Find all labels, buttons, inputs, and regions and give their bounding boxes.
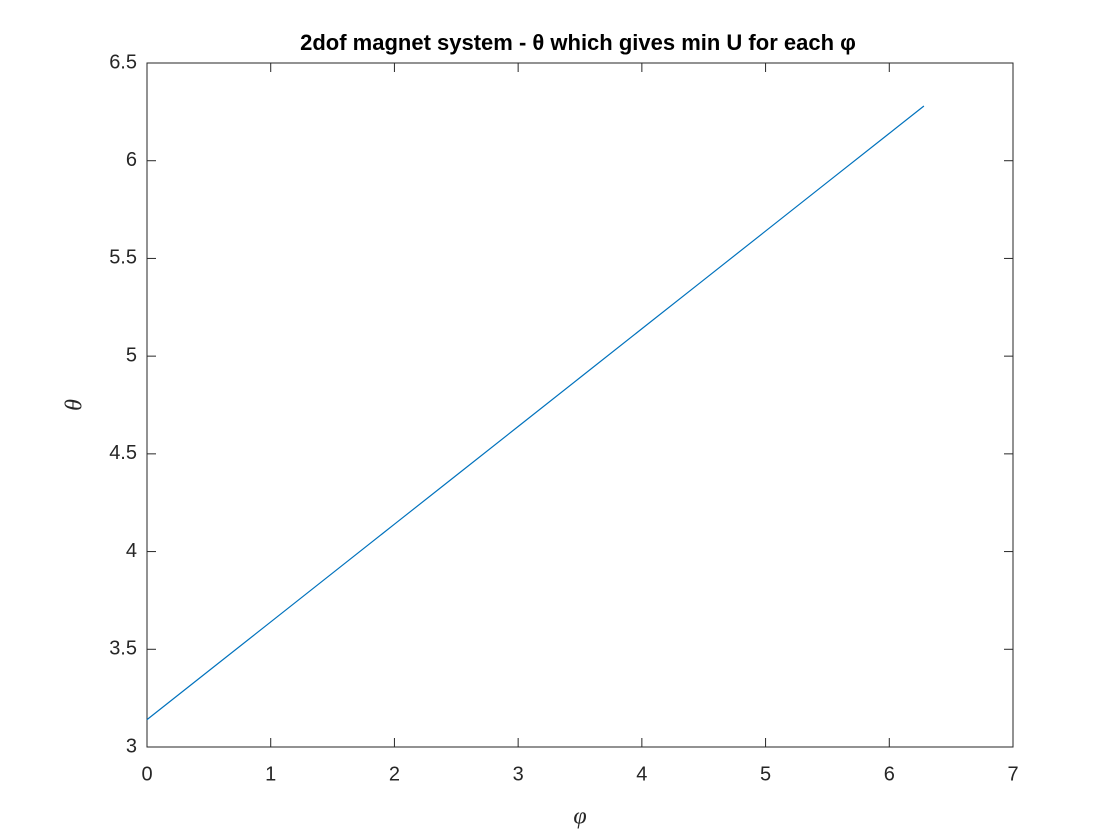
y-tick-label: 4 bbox=[126, 540, 137, 562]
x-tick-label: 7 bbox=[1007, 763, 1018, 785]
y-tick-label: 5.5 bbox=[109, 247, 137, 269]
y-tick-label: 6.5 bbox=[109, 51, 137, 73]
x-tick-label: 3 bbox=[513, 763, 524, 785]
y-tick-label: 6 bbox=[126, 149, 137, 171]
y-tick-label: 3.5 bbox=[109, 638, 137, 660]
x-axis-label: φ bbox=[573, 804, 586, 830]
x-tick-label: 0 bbox=[141, 763, 152, 785]
y-tick-label: 5 bbox=[126, 344, 137, 366]
y-tick-label: 3 bbox=[126, 735, 137, 757]
data-line bbox=[146, 105, 925, 721]
x-tick-label: 1 bbox=[265, 763, 276, 785]
x-tick-label: 2 bbox=[389, 763, 400, 785]
x-tick-label: 4 bbox=[636, 763, 647, 785]
plot-box bbox=[146, 62, 1014, 748]
y-tick-label: 4.5 bbox=[109, 442, 137, 464]
chart-title: 2dof magnet system - θ which gives min U… bbox=[300, 30, 856, 55]
x-tick-label: 5 bbox=[760, 763, 771, 785]
x-tick-label: 6 bbox=[884, 763, 895, 785]
y-axis-label: θ bbox=[62, 399, 88, 411]
